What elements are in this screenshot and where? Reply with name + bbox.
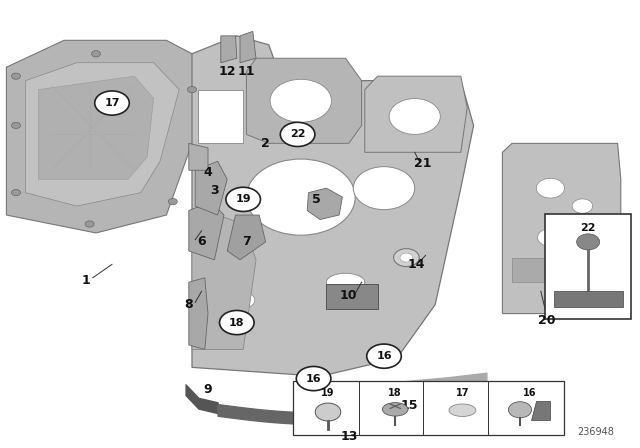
Text: 18: 18 xyxy=(229,318,244,327)
Circle shape xyxy=(389,99,440,134)
FancyBboxPatch shape xyxy=(293,381,564,435)
Text: 8: 8 xyxy=(184,298,193,311)
Circle shape xyxy=(12,190,20,196)
Polygon shape xyxy=(189,278,208,349)
Text: 20: 20 xyxy=(538,314,556,327)
Circle shape xyxy=(536,178,564,198)
Polygon shape xyxy=(240,31,256,63)
Text: 19: 19 xyxy=(321,388,335,398)
Text: 22: 22 xyxy=(290,129,305,139)
Polygon shape xyxy=(307,188,342,220)
Polygon shape xyxy=(189,143,208,170)
Circle shape xyxy=(168,198,177,205)
Polygon shape xyxy=(192,215,256,349)
Circle shape xyxy=(232,292,255,308)
Text: 13: 13 xyxy=(340,430,358,444)
Polygon shape xyxy=(26,63,179,206)
Text: 14: 14 xyxy=(407,258,425,271)
Text: 16: 16 xyxy=(376,351,392,361)
Circle shape xyxy=(188,86,196,93)
Polygon shape xyxy=(38,76,154,179)
Text: 3: 3 xyxy=(210,184,219,197)
Text: 17: 17 xyxy=(104,98,120,108)
Circle shape xyxy=(538,228,563,246)
Text: 1: 1 xyxy=(82,273,91,287)
Polygon shape xyxy=(6,40,218,233)
Circle shape xyxy=(95,91,129,115)
Polygon shape xyxy=(189,202,224,260)
Text: 7: 7 xyxy=(242,235,251,249)
Circle shape xyxy=(394,249,419,267)
Ellipse shape xyxy=(383,403,408,416)
Ellipse shape xyxy=(326,273,365,291)
Circle shape xyxy=(577,234,600,250)
Polygon shape xyxy=(198,90,243,143)
Circle shape xyxy=(367,344,401,368)
Text: 11: 11 xyxy=(237,65,255,78)
Circle shape xyxy=(586,249,604,262)
Circle shape xyxy=(509,402,531,418)
Polygon shape xyxy=(221,36,237,63)
Circle shape xyxy=(400,253,413,262)
Text: 22: 22 xyxy=(580,224,596,233)
Text: 236948: 236948 xyxy=(577,427,614,437)
Polygon shape xyxy=(195,161,227,215)
Circle shape xyxy=(85,221,94,227)
Text: 15: 15 xyxy=(401,399,419,412)
Circle shape xyxy=(220,310,254,335)
Text: 16: 16 xyxy=(523,388,536,398)
Circle shape xyxy=(92,51,100,57)
FancyBboxPatch shape xyxy=(512,258,563,282)
Text: 2: 2 xyxy=(261,137,270,150)
Polygon shape xyxy=(192,36,474,376)
Text: 4: 4 xyxy=(204,166,212,179)
Circle shape xyxy=(226,187,260,211)
Text: 19: 19 xyxy=(236,194,251,204)
Circle shape xyxy=(572,199,593,213)
Text: 16: 16 xyxy=(306,374,321,383)
Text: 18: 18 xyxy=(388,388,402,398)
Polygon shape xyxy=(365,76,467,152)
Text: 10: 10 xyxy=(340,289,358,302)
Polygon shape xyxy=(246,58,362,143)
Circle shape xyxy=(12,122,20,129)
Circle shape xyxy=(12,73,20,79)
Circle shape xyxy=(246,159,355,235)
Text: 17: 17 xyxy=(456,388,469,398)
Circle shape xyxy=(353,167,415,210)
Text: 12: 12 xyxy=(218,65,236,78)
Text: 21: 21 xyxy=(413,157,431,170)
Circle shape xyxy=(280,122,315,146)
Polygon shape xyxy=(554,291,623,307)
Text: 5: 5 xyxy=(312,193,321,206)
Text: 6: 6 xyxy=(197,235,206,249)
Circle shape xyxy=(296,366,331,391)
Polygon shape xyxy=(531,401,550,420)
Text: 9: 9 xyxy=(204,383,212,396)
Circle shape xyxy=(270,79,332,122)
Polygon shape xyxy=(502,143,621,314)
Ellipse shape xyxy=(449,404,476,417)
FancyBboxPatch shape xyxy=(545,214,631,319)
Polygon shape xyxy=(227,215,266,260)
FancyBboxPatch shape xyxy=(326,284,378,309)
FancyBboxPatch shape xyxy=(563,273,608,300)
Circle shape xyxy=(316,403,341,421)
